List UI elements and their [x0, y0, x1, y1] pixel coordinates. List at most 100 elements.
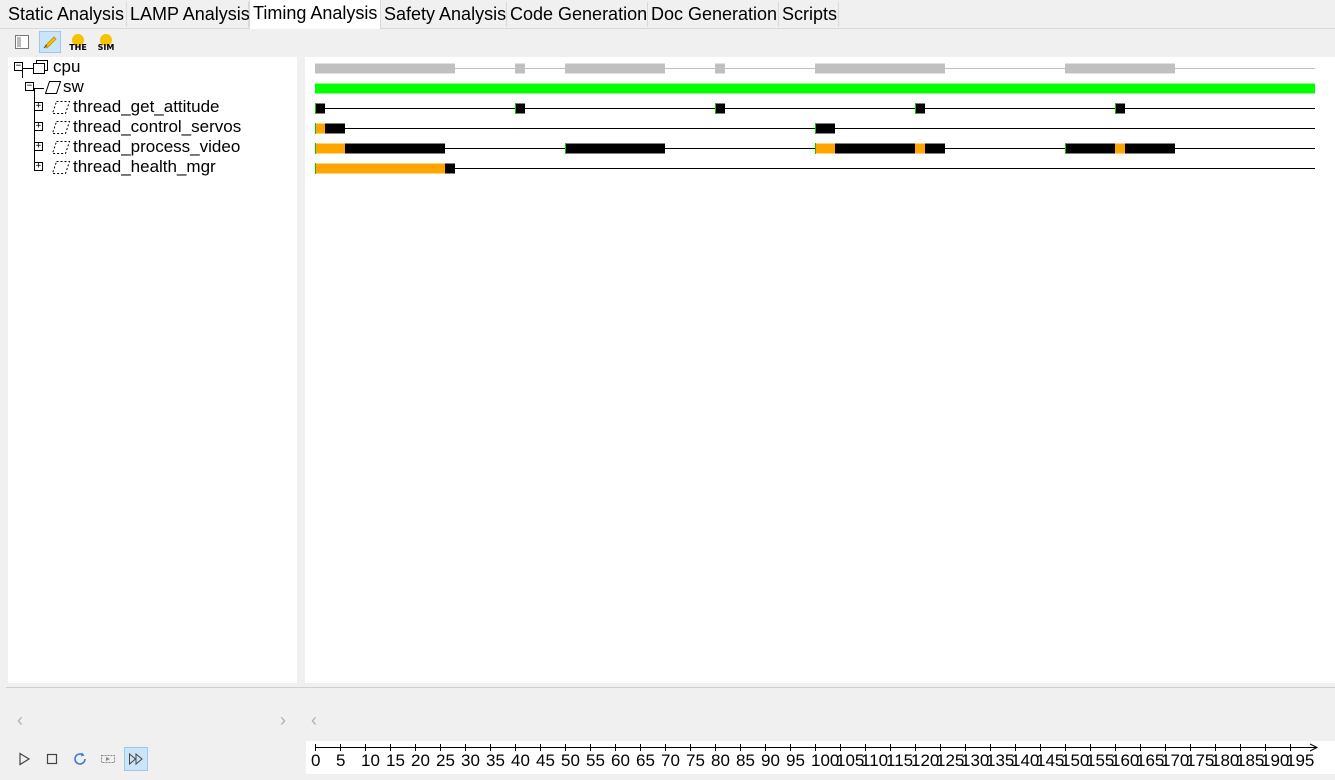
refresh-icon: [74, 752, 86, 765]
axis-tick-label: 150: [1061, 751, 1090, 770]
tab-lamp-analysis[interactable]: LAMP Analysis: [127, 2, 250, 27]
processor-icon: [33, 60, 48, 74]
axis-tick-label: 70: [661, 751, 680, 770]
play-icon: [19, 752, 31, 766]
panel-divider: [6, 687, 1335, 688]
axis-tick-label: 80: [711, 751, 730, 770]
play-button[interactable]: [12, 747, 36, 771]
the-icon: THE: [69, 34, 87, 52]
tab-timing-analysis[interactable]: Timing Analysis: [249, 0, 381, 29]
pin-button[interactable]: [39, 31, 61, 53]
axis-tick-label: 110: [861, 751, 889, 770]
tree-node-thread-get-attitude[interactable]: + thread_get_attitude: [8, 97, 297, 117]
axis-tick-label: 105: [836, 751, 865, 770]
gantt-segment-running: [315, 103, 325, 114]
fast-forward-button[interactable]: [124, 747, 148, 771]
tree-node-label: cpu: [53, 57, 81, 76]
collapse-toggle[interactable]: −: [14, 61, 23, 71]
tree-node-label: thread_health_mgr: [73, 157, 216, 176]
panel-icon: [15, 35, 29, 49]
axis-tick-label: 160: [1111, 751, 1140, 770]
gantt-segment-running: [715, 103, 725, 114]
process-icon: [45, 81, 61, 94]
stop-button[interactable]: [40, 747, 64, 771]
axis-tick-label: 50: [561, 751, 580, 770]
axis-tick-label: 95: [786, 751, 805, 770]
the-button[interactable]: THE: [67, 31, 89, 53]
gantt-segment-running: [1115, 103, 1125, 114]
tab-static-analysis[interactable]: Static Analysis: [5, 2, 127, 27]
thread-icon: [52, 161, 70, 174]
timeline-scroll-left-icon[interactable]: ‹: [311, 710, 317, 730]
scroll-right-icon[interactable]: ›: [280, 710, 286, 730]
collapse-toggle[interactable]: −: [25, 81, 34, 91]
pin-icon: [43, 36, 57, 49]
axis-tick-label: 20: [411, 751, 430, 770]
axis-tick-label: 190: [1261, 751, 1290, 770]
tree-connector: [22, 68, 23, 78]
axis-tick-label: 115: [886, 751, 914, 770]
axis-tick-label: 45: [536, 751, 555, 770]
stop-icon: [46, 753, 58, 765]
gantt-segment-idle: [815, 63, 945, 74]
tab-safety-analysis[interactable]: Safety Analysis: [381, 2, 507, 27]
tree-node-thread-health-mgr[interactable]: + thread_health_mgr: [8, 157, 297, 177]
axis-tick-label: 10: [361, 751, 380, 770]
expand-toggle[interactable]: +: [34, 101, 43, 111]
thread-icon: [52, 141, 70, 154]
axis-tick-label: 0: [311, 751, 321, 770]
refresh-button[interactable]: [68, 747, 92, 771]
gantt-segment-idle: [315, 63, 455, 74]
scroll-left-icon[interactable]: ‹: [17, 710, 23, 730]
expand-toggle[interactable]: +: [34, 141, 43, 151]
tree-node-thread-control-servos[interactable]: + thread_control_servos: [8, 117, 297, 137]
tree-node-sw[interactable]: − sw: [8, 77, 297, 97]
svg-text:SIM: SIM: [98, 43, 115, 52]
gantt-segment-running: [925, 143, 945, 154]
axis-tick-label: 65: [636, 751, 655, 770]
axis-tick-label: 140: [1011, 751, 1040, 770]
tree-node-cpu[interactable]: − cpu: [8, 57, 297, 77]
expand-toggle[interactable]: +: [34, 161, 43, 171]
axis-tick-label: 175: [1186, 751, 1215, 770]
gantt-segment-active: [315, 83, 1315, 94]
sim-button[interactable]: SIM: [95, 31, 117, 53]
axis-tick-label: 195: [1286, 751, 1315, 770]
axis-arrow-icon: [1309, 743, 1319, 752]
time-axis: 0 5 10 15 20 25 30 35 40 45 50 55 60 65 70 75 80 85 90 95 10…: [306, 741, 1335, 774]
component-tree: − cpu − sw + thread_get_attitude + threa…: [8, 57, 297, 683]
tab-bar: Static Analysis LAMP Analysis Timing Ana…: [0, 0, 1335, 29]
expand-toggle[interactable]: +: [34, 121, 43, 131]
fast-forward-icon: [129, 752, 143, 766]
gantt-chart: [315, 63, 1315, 174]
axis-tick-label: 145: [1036, 751, 1065, 770]
gantt-segment-running: [815, 123, 835, 134]
axis-tick-label: 120: [911, 751, 940, 770]
tree-connector: [34, 88, 44, 89]
axis-tick-label: 165: [1136, 751, 1165, 770]
gantt-segment-ready: [315, 143, 345, 154]
tab-code-generation[interactable]: Code Generation: [507, 2, 648, 27]
axis-tick-label: 60: [611, 751, 630, 770]
toggle-panel-button[interactable]: [11, 31, 33, 53]
sim-icon: SIM: [98, 34, 115, 52]
gantt-segment-running: [325, 123, 345, 134]
axis-tick-label: 40: [511, 751, 530, 770]
gantt-segment-ready: [1115, 143, 1125, 154]
axis-tick-label: 85: [736, 751, 755, 770]
step-icon: [101, 755, 115, 763]
gantt-segment-ready: [315, 163, 445, 174]
axis-tick-label: 90: [761, 751, 780, 770]
tab-doc-generation[interactable]: Doc Generation: [648, 2, 779, 27]
toolbar: THE SIM: [0, 29, 1335, 56]
tab-scripts[interactable]: Scripts: [779, 2, 839, 27]
tree-node-thread-process-video[interactable]: + thread_process_video: [8, 137, 297, 157]
axis-tick-label: 155: [1086, 751, 1115, 770]
step-button[interactable]: [96, 747, 120, 771]
gantt-segment-running: [445, 163, 455, 174]
time-axis-line: [315, 743, 1319, 752]
thread-icon: [52, 101, 70, 114]
svg-text:THE: THE: [69, 43, 87, 52]
timing-gantt-panel: [305, 57, 1335, 683]
gantt-segment-idle: [565, 63, 665, 74]
